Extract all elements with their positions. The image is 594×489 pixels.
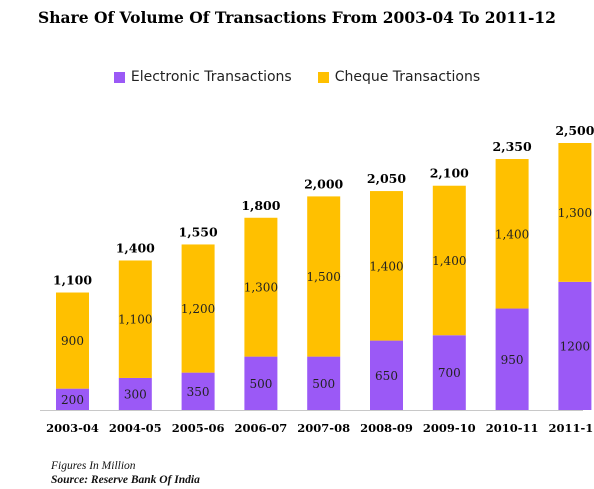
data-label-cheque-2009-10: 1,400 <box>432 254 466 268</box>
data-label-electronic-2007-08: 500 <box>312 377 335 391</box>
legend-label-cheque: Cheque Transactions <box>334 69 481 85</box>
x-tick-label-2010-11: 2010-11 <box>486 421 539 435</box>
legend-item-cheque: Cheque Transactions <box>317 69 481 85</box>
bar-electronic-2007-08 <box>307 356 341 410</box>
legend-label-electronic: Electronic Transactions <box>130 69 292 85</box>
data-label-electronic-2009-10: 700 <box>438 366 461 380</box>
x-tick-label-2007-08: 2007-08 <box>297 421 350 435</box>
total-label-2008-09: 2,050 <box>367 171 406 186</box>
bar-electronic-2009-10 <box>432 335 466 410</box>
chart-title: Share Of Volume Of Transactions From 200… <box>38 8 556 27</box>
bar-electronic-2011-12 <box>558 281 592 410</box>
data-label-electronic-2006-07: 500 <box>249 377 272 391</box>
data-label-cheque-2008-09: 1,400 <box>369 259 403 273</box>
bar-cheque-2006-07 <box>244 217 278 357</box>
data-label-electronic-2005-06: 350 <box>187 385 210 399</box>
bar-electronic-2005-06 <box>181 372 215 410</box>
x-tick-label-2005-06: 2005-06 <box>172 421 225 435</box>
legend-swatch-cheque <box>317 71 329 83</box>
data-label-cheque-2003-04: 900 <box>61 334 84 348</box>
bar-cheque-2008-09 <box>370 191 403 341</box>
legend-item-electronic: Electronic Transactions <box>113 69 292 85</box>
bar-cheque-2004-05 <box>118 260 152 378</box>
x-tick-label-2004-05: 2004-05 <box>109 421 162 435</box>
data-label-cheque-2004-05: 1,100 <box>118 313 152 327</box>
bar-electronic-2006-07 <box>244 356 278 410</box>
total-label-2010-11: 2,350 <box>493 139 532 154</box>
x-tick-label-2008-09: 2008-09 <box>360 421 413 435</box>
bar-cheque-2005-06 <box>181 244 215 373</box>
total-label-2009-10: 2,100 <box>430 166 469 181</box>
bar-cheque-2011-12 <box>558 143 592 282</box>
data-label-cheque-2007-08: 1,500 <box>307 270 341 284</box>
data-label-cheque-2011-12: 1,300 <box>558 206 592 220</box>
x-tick-label-2011-12: 2011-12 <box>549 421 594 435</box>
bar-cheque-2010-11 <box>495 159 529 309</box>
bar-cheque-2003-04 <box>56 292 89 389</box>
x-tick-label-2006-07: 2006-07 <box>235 421 288 435</box>
legend: Electronic Transactions Cheque Transacti… <box>0 69 594 85</box>
legend-swatch-electronic <box>113 71 125 83</box>
data-label-electronic-2004-05: 300 <box>124 387 147 401</box>
bar-electronic-2003-04 <box>56 388 89 410</box>
data-label-cheque-2010-11: 1,400 <box>495 227 529 241</box>
units-note: Figures In Million <box>51 460 136 472</box>
bar-electronic-2010-11 <box>495 308 529 410</box>
total-label-2003-04: 1,100 <box>53 273 92 288</box>
total-label-2006-07: 1,800 <box>241 198 280 213</box>
data-label-cheque-2006-07: 1,300 <box>244 281 278 295</box>
total-label-2004-05: 1,400 <box>116 240 155 255</box>
footnote: Figures In Million Source: Reserve Bank … <box>51 459 200 487</box>
bar-cheque-2009-10 <box>432 185 466 336</box>
bar-electronic-2004-05 <box>118 377 152 410</box>
bar-electronic-2008-09 <box>370 340 403 410</box>
total-label-2007-08: 2,000 <box>304 176 343 191</box>
x-tick-label-2003-04: 2003-04 <box>46 421 99 435</box>
total-label-2011-12: 2,500 <box>555 123 594 138</box>
source-note: Source: Reserve Bank Of India <box>51 474 200 486</box>
data-label-electronic-2003-04: 200 <box>61 393 84 407</box>
data-label-cheque-2005-06: 1,200 <box>181 302 215 316</box>
total-label-2005-06: 1,550 <box>179 224 218 239</box>
data-label-electronic-2008-09: 650 <box>375 369 398 383</box>
x-tick-label-2009-10: 2009-10 <box>423 421 476 435</box>
data-label-electronic-2011-12: 1200 <box>560 339 591 353</box>
bar-cheque-2007-08 <box>307 196 341 357</box>
data-label-electronic-2010-11: 950 <box>501 353 524 367</box>
